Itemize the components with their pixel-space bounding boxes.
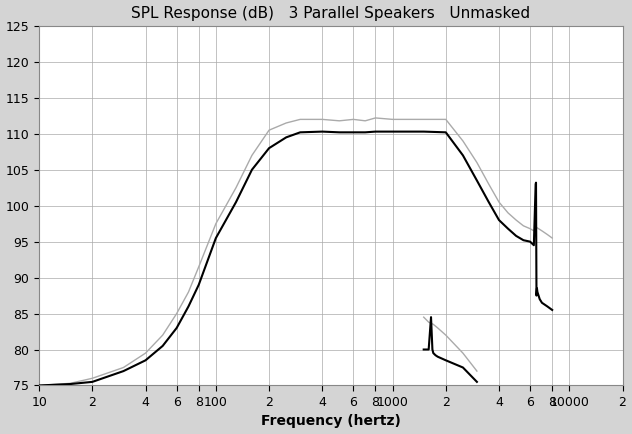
X-axis label: Frequency (hertz): Frequency (hertz)	[261, 414, 401, 428]
Title: SPL Response (dB)   3 Parallel Speakers   Unmasked: SPL Response (dB) 3 Parallel Speakers Un…	[131, 6, 530, 20]
